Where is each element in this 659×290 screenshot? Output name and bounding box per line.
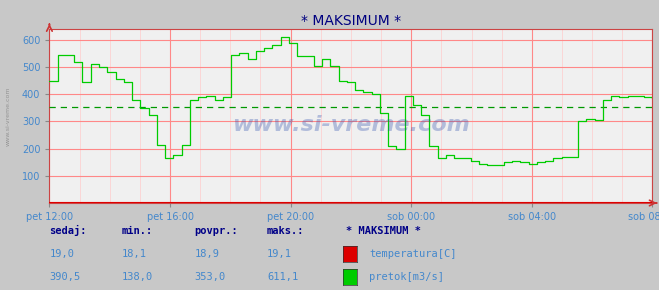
Text: min.:: min.: (122, 226, 153, 235)
Text: www.si-vreme.com: www.si-vreme.com (5, 86, 11, 146)
Text: maks.:: maks.: (267, 226, 304, 235)
Text: 18,1: 18,1 (122, 249, 147, 259)
Text: temperatura[C]: temperatura[C] (369, 249, 457, 259)
Text: 390,5: 390,5 (49, 272, 80, 282)
Text: 19,0: 19,0 (49, 249, 74, 259)
Text: povpr.:: povpr.: (194, 226, 238, 235)
Title: * MAKSIMUM *: * MAKSIMUM * (301, 14, 401, 28)
Text: * MAKSIMUM *: * MAKSIMUM * (346, 226, 421, 235)
Text: 19,1: 19,1 (267, 249, 292, 259)
Text: 18,9: 18,9 (194, 249, 219, 259)
Text: 353,0: 353,0 (194, 272, 225, 282)
Text: 138,0: 138,0 (122, 272, 153, 282)
Text: 611,1: 611,1 (267, 272, 298, 282)
Text: www.si-vreme.com: www.si-vreme.com (232, 115, 470, 135)
Text: pretok[m3/s]: pretok[m3/s] (369, 272, 444, 282)
Text: sedaj:: sedaj: (49, 225, 87, 236)
